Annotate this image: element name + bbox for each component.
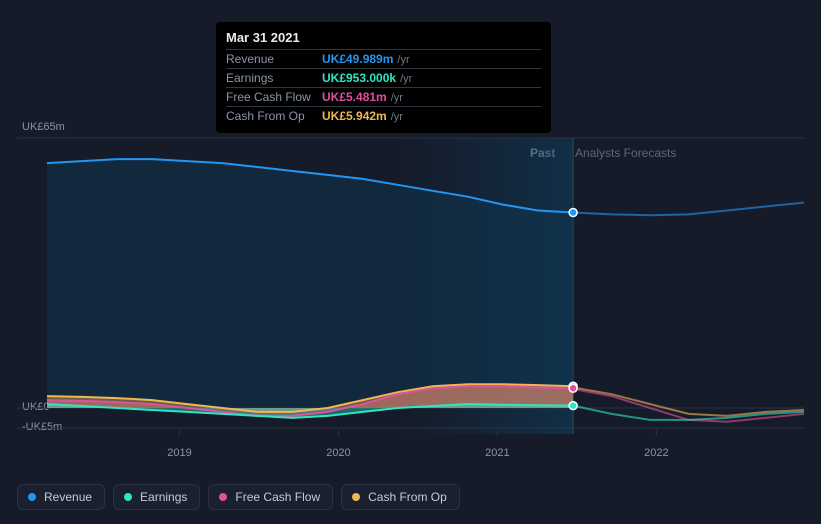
legend-dot-icon <box>352 493 360 501</box>
tooltip-row: Cash From OpUK£5.942m/yr <box>226 106 541 125</box>
series-marker <box>569 402 577 410</box>
series-marker <box>569 208 577 216</box>
legend-label: Cash From Op <box>368 490 447 504</box>
tooltip-value: UK£5.942m <box>322 109 387 123</box>
tooltip-label: Cash From Op <box>226 109 322 123</box>
legend-dot-icon <box>124 493 132 501</box>
legend-item[interactable]: Earnings <box>113 484 200 510</box>
legend-item[interactable]: Revenue <box>17 484 105 510</box>
legend-item[interactable]: Cash From Op <box>341 484 460 510</box>
legend-label: Revenue <box>44 490 92 504</box>
tooltip-unit: /yr <box>387 111 403 123</box>
tooltip-unit: /yr <box>396 73 412 85</box>
tooltip-row: RevenueUK£49.989m/yr <box>226 49 541 68</box>
chart-container: Mar 31 2021 RevenueUK£49.989m/yrEarnings… <box>0 0 821 524</box>
tooltip-label: Free Cash Flow <box>226 90 322 104</box>
tooltip-label: Earnings <box>226 71 322 85</box>
chart-svg <box>17 138 804 440</box>
y-axis-label: UK£65m <box>22 121 65 133</box>
tooltip-value: UK£49.989m <box>322 52 393 66</box>
legend-label: Free Cash Flow <box>235 490 320 504</box>
x-axis-label: 2022 <box>644 447 668 459</box>
tooltip-value: UK£953.000k <box>322 71 396 85</box>
tooltip-date: Mar 31 2021 <box>226 30 541 49</box>
series-marker <box>569 384 577 392</box>
tooltip-unit: /yr <box>387 92 403 104</box>
tooltip-row: Free Cash FlowUK£5.481m/yr <box>226 87 541 106</box>
legend-item[interactable]: Free Cash Flow <box>208 484 333 510</box>
chart-legend: Revenue Earnings Free Cash Flow Cash From O… <box>17 484 460 510</box>
hover-tooltip: Mar 31 2021 RevenueUK£49.989m/yrEarnings… <box>216 22 551 133</box>
tooltip-unit: /yr <box>393 54 409 66</box>
tooltip-label: Revenue <box>226 52 322 66</box>
x-axis-label: 2020 <box>326 447 350 459</box>
legend-label: Earnings <box>140 490 187 504</box>
x-axis-label: 2019 <box>167 447 191 459</box>
x-axis-label: 2021 <box>485 447 509 459</box>
legend-dot-icon <box>28 493 36 501</box>
tooltip-row: EarningsUK£953.000k/yr <box>226 68 541 87</box>
legend-dot-icon <box>219 493 227 501</box>
tooltip-value: UK£5.481m <box>322 90 387 104</box>
